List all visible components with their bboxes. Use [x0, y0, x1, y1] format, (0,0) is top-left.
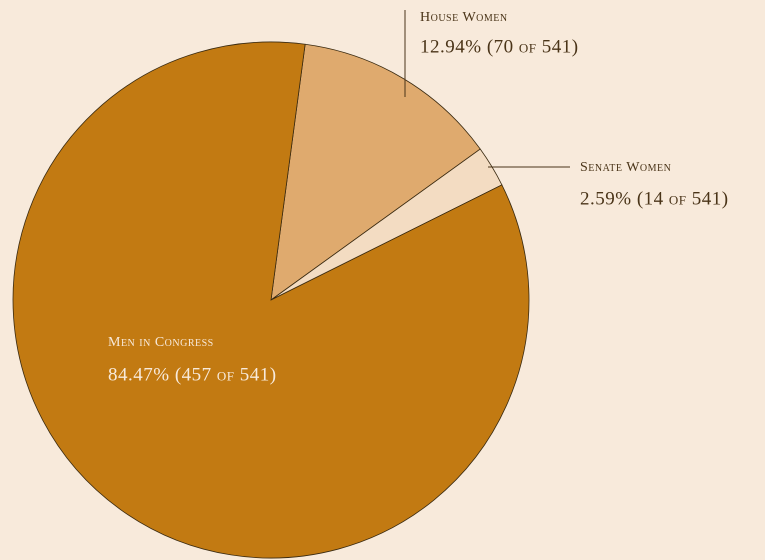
slice-value-label: 2.59% (14 of 541) [580, 188, 729, 209]
pie-slice [12, 41, 530, 559]
slice-name: Senate Women [580, 160, 671, 175]
slice-name: Men in Congress [108, 335, 214, 350]
slice-name: House Women [420, 10, 508, 25]
slice-value-label: 12.94% (70 of 541) [420, 36, 579, 57]
slice-value-label: 84.47% (457 of 541) [108, 364, 277, 385]
pie-slice [270, 43, 481, 301]
